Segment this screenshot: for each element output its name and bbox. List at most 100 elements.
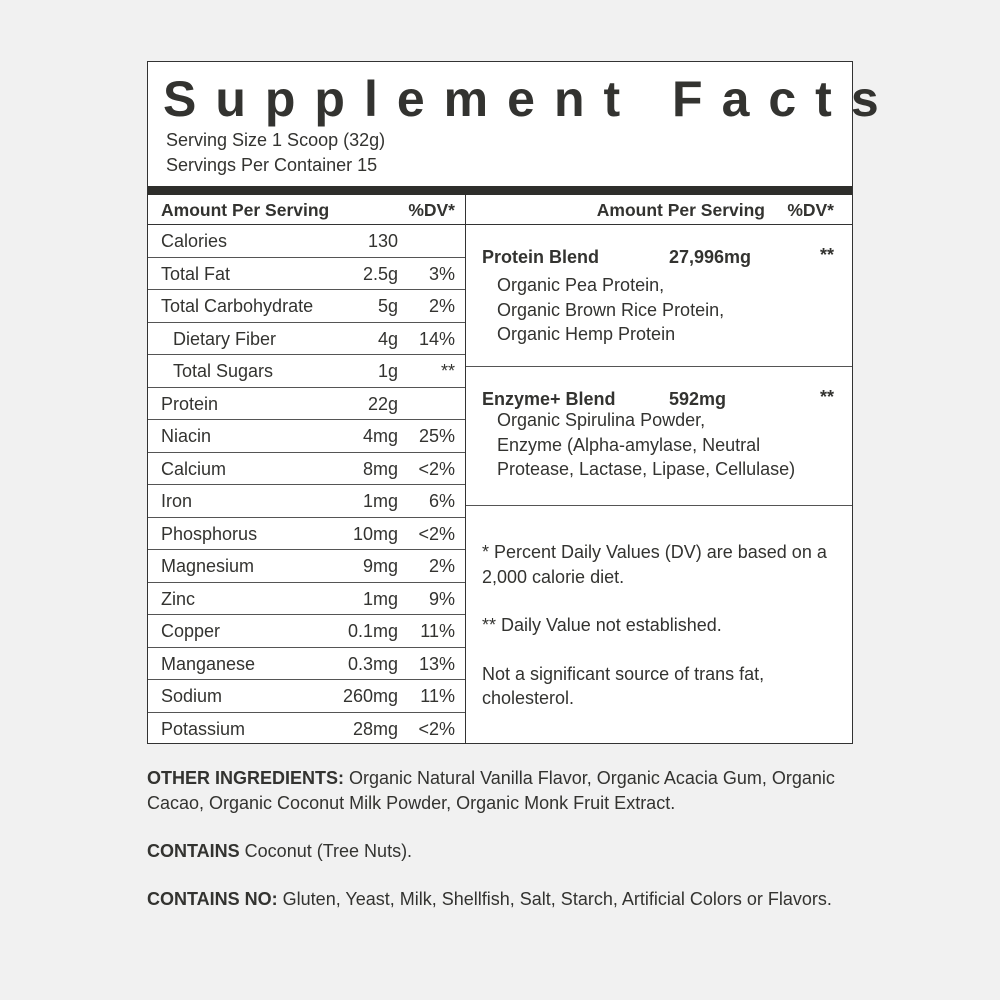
ingredient-line: Organic Spirulina Powder, bbox=[497, 410, 706, 430]
nutrient-amount: 0.3mg bbox=[347, 653, 398, 674]
nutrient-name: Calcium bbox=[161, 458, 227, 479]
supplement-facts-panel: Supplement Facts Serving Size 1 Scoop (3… bbox=[147, 61, 879, 744]
nutrient-amount: 5g bbox=[377, 296, 398, 316]
nutrient-row: Copper 0.1mg 11% bbox=[148, 615, 465, 648]
footnote-not-established: ** Daily Value not established. bbox=[482, 615, 722, 635]
nutrient-dv: 6% bbox=[428, 491, 455, 511]
nutrient-amount: 260mg bbox=[342, 686, 398, 706]
nutrient-name: Calories bbox=[161, 231, 228, 251]
ingredient-line: Organic Hemp Protein bbox=[497, 324, 676, 344]
nutrient-name: Total Carbohydrate bbox=[161, 296, 314, 316]
nutrient-dv: 25% bbox=[418, 426, 455, 446]
nutrient-name: Manganese bbox=[161, 653, 256, 674]
nutrient-dv: 11% bbox=[420, 686, 455, 706]
blend-name: Enzyme+ Blend bbox=[482, 389, 616, 409]
protein-blend: Protein Blend 27,996mg ** Organic Pea Pr… bbox=[466, 225, 852, 367]
nutrient-row: Magnesium 9mg 2% bbox=[148, 550, 465, 583]
nutrient-dv: 3% bbox=[428, 263, 455, 284]
nutrient-dv: 14% bbox=[418, 328, 455, 349]
ingredient-line: Organic Brown Rice Protein, bbox=[497, 299, 725, 320]
nutrient-amount: 4mg bbox=[362, 426, 398, 446]
servings-per-container: Servings Per Container 15 bbox=[166, 155, 378, 175]
nutrient-amount: 28mg bbox=[352, 718, 398, 739]
nutrient-name: Magnesium bbox=[161, 556, 255, 576]
nutrient-row: Phosphorus 10mg <2% bbox=[148, 518, 465, 550]
blend-amount: 27,996mg bbox=[669, 247, 752, 267]
dv-header: %DV* bbox=[787, 200, 834, 220]
footnote-dv: * Percent Daily Values (DV) are based on… bbox=[482, 542, 827, 587]
nutrient-amount: 1mg bbox=[362, 491, 398, 511]
nutrient-name: Sodium bbox=[161, 686, 223, 706]
blend-name: Protein Blend bbox=[482, 247, 600, 267]
nutrient-amount: 4g bbox=[377, 328, 398, 349]
nutrient-row: Niacin 4mg 25% bbox=[148, 420, 465, 453]
label: CONTAINS NO: bbox=[147, 888, 278, 909]
ingredient-line: Enzyme (Alpha-amylase, Neutral bbox=[497, 434, 761, 455]
nutrient-dv: 13% bbox=[418, 653, 455, 674]
nutrient-name: Total Sugars bbox=[173, 361, 274, 381]
nutrient-amount: 22g bbox=[367, 393, 398, 414]
ingredient-line: Organic Pea Protein, bbox=[497, 275, 665, 295]
amount-header: Amount Per Serving bbox=[596, 200, 765, 220]
nutrient-dv: <2% bbox=[418, 458, 455, 479]
ingredients-section: OTHER INGREDIENTS: Organic Natural Vanil… bbox=[147, 766, 847, 935]
nutrient-dv: 9% bbox=[428, 588, 455, 609]
nutrient-name: Zinc bbox=[161, 588, 196, 609]
nutrient-name: Copper bbox=[161, 621, 221, 641]
nutrient-row: Sodium 260mg 11% bbox=[148, 680, 465, 713]
panel-title: Supplement Facts bbox=[163, 71, 898, 127]
nutrient-dv: 11% bbox=[420, 621, 455, 641]
text: Gluten, Yeast, Milk, Shellfish, Salt, St… bbox=[277, 888, 832, 909]
label: OTHER INGREDIENTS: bbox=[147, 768, 345, 788]
nutrient-name: Iron bbox=[161, 491, 193, 511]
thick-divider bbox=[148, 186, 852, 195]
nutrient-table-header: Amount Per Serving %DV* bbox=[148, 195, 465, 225]
nutrient-row: Calories 130 bbox=[148, 225, 465, 258]
nutrient-row: Iron 1mg 6% bbox=[148, 485, 465, 518]
blend-table-header: Amount Per Serving %DV* bbox=[466, 195, 852, 225]
ingredient-line: Protease, Lactase, Lipase, Cellulase) bbox=[497, 459, 796, 479]
contains-no: CONTAINS NO: Gluten, Yeast, Milk, Shellf… bbox=[147, 887, 847, 912]
text: Coconut (Tree Nuts). bbox=[239, 840, 413, 861]
nutrient-row: Dietary Fiber 4g 14% bbox=[148, 323, 465, 355]
nutrient-amount: 10mg bbox=[352, 523, 398, 544]
nutrient-row: Total Carbohydrate 5g 2% bbox=[148, 290, 465, 323]
blend-amount: 592mg bbox=[669, 389, 727, 409]
nutrient-name: Protein bbox=[161, 393, 219, 414]
contains: CONTAINS Coconut (Tree Nuts). bbox=[147, 839, 847, 864]
nutrient-dv: 2% bbox=[428, 556, 455, 576]
nutrient-dv: 2% bbox=[428, 296, 455, 316]
dv-header: %DV* bbox=[408, 200, 455, 220]
nutrient-row: Calcium 8mg <2% bbox=[148, 453, 465, 485]
blend-ingredients: Organic Pea Protein, Organic Brown Rice … bbox=[497, 273, 724, 347]
blend-dv: ** bbox=[819, 245, 834, 265]
enzyme-blend: Enzyme+ Blend 592mg ** Organic Spirulina… bbox=[466, 367, 852, 506]
nutrient-amount: 0.1mg bbox=[347, 621, 398, 641]
nutrient-name: Total Fat bbox=[161, 263, 231, 284]
nutrient-row: Zinc 1mg 9% bbox=[148, 583, 465, 615]
footnotes: * Percent Daily Values (DV) are based on… bbox=[482, 540, 842, 735]
nutrient-amount: 1g bbox=[377, 361, 398, 381]
nutrient-row: Manganese 0.3mg 13% bbox=[148, 648, 465, 680]
label: CONTAINS bbox=[147, 840, 240, 861]
nutrient-amount: 9mg bbox=[362, 556, 398, 576]
text: Organic Natural Vanilla Flavor, Organic … bbox=[147, 768, 835, 813]
nutrient-row: Total Sugars 1g ** bbox=[148, 355, 465, 388]
footnote-trans-fat: Not a significant source of trans fat, c… bbox=[482, 663, 765, 709]
nutrient-name: Potassium bbox=[161, 718, 246, 739]
blend-dv: ** bbox=[819, 387, 834, 407]
blend-ingredients: Organic Spirulina Powder, Enzyme (Alpha-… bbox=[497, 408, 795, 482]
nutrient-dv: <2% bbox=[418, 718, 455, 739]
nutrient-amount: 1mg bbox=[362, 588, 398, 609]
nutrient-name: Dietary Fiber bbox=[173, 328, 277, 349]
nutrient-table: Amount Per Serving %DV* Calories 130 Total… bbox=[148, 195, 466, 743]
nutrient-name: Phosphorus bbox=[161, 523, 258, 544]
nutrient-amount: 8mg bbox=[362, 458, 398, 479]
other-ingredients: OTHER INGREDIENTS: Organic Natural Vanil… bbox=[147, 766, 847, 815]
nutrient-dv: ** bbox=[440, 361, 455, 381]
nutrient-row: Protein 22g bbox=[148, 388, 465, 420]
nutrient-row: Potassium 28mg <2% bbox=[148, 713, 465, 746]
nutrient-amount: 130 bbox=[367, 231, 398, 251]
nutrient-name: Niacin bbox=[161, 426, 212, 446]
amount-header: Amount Per Serving bbox=[161, 200, 330, 220]
